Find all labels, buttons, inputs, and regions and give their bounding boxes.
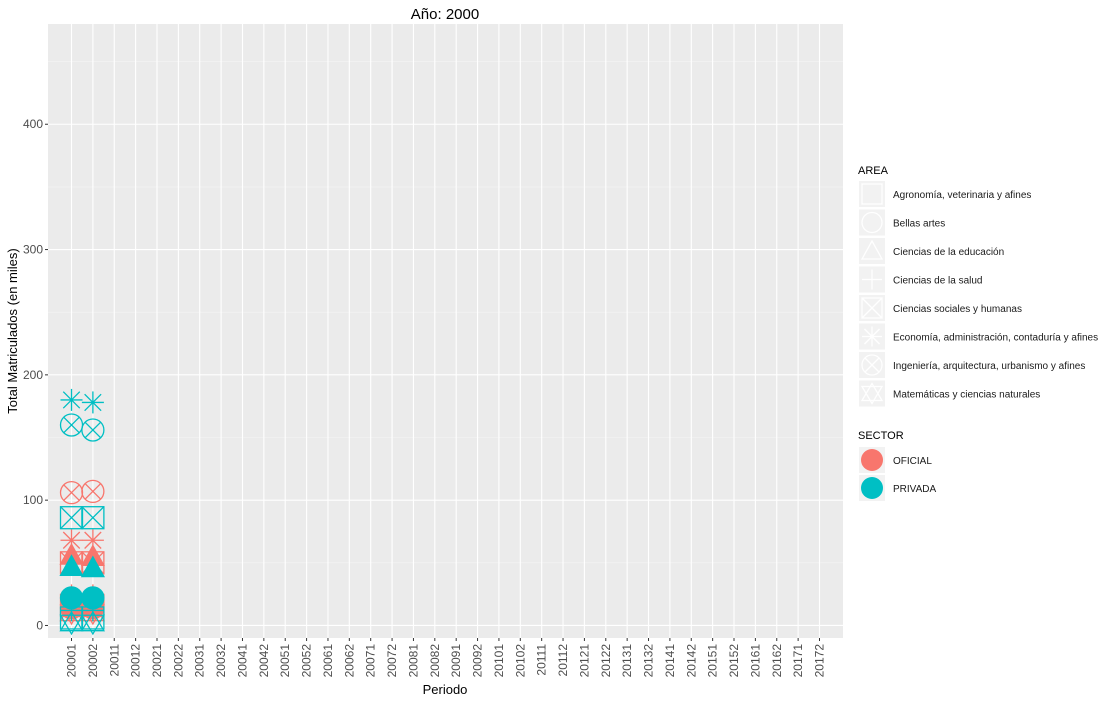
legend-label: PRIVADA [893,484,936,495]
x-tick-label: 20121 [577,644,591,678]
data-point [81,599,104,622]
legend-key [859,380,885,407]
y-tick-label: 200 [23,368,43,382]
x-tick-label: 20151 [706,644,720,678]
x-tick-label: 20161 [748,644,762,678]
x-tick-label: 20092 [471,644,485,678]
data-point [81,391,104,414]
data-point [81,418,105,442]
data-point [81,506,105,530]
data-point [81,529,104,552]
x-tick-label: 20162 [770,644,784,678]
data-point [59,554,84,577]
data-point [80,555,105,578]
x-tick-label: 20111 [535,644,549,676]
x-tick-label: 20102 [513,644,527,678]
legend-key [859,447,885,473]
legend-label: OFICIAL [893,456,932,467]
data-point [60,388,83,411]
legend-area-title: AREA [858,165,889,177]
x-tick-label: 20142 [684,644,698,678]
x-axis: 20001 20002 20011 20012 20021 20022 20031 20032… [65,638,826,678]
legend-sector-title: SECTOR [858,430,904,442]
x-tick-label: 20101 [492,644,506,678]
x-tick-label: 20132 [642,644,656,678]
x-tick-label: 20152 [727,644,741,678]
legend-label: Agronomía, veterinaria y afines [893,190,1031,201]
legend-key [859,475,885,501]
x-tick-label: 20081 [406,644,420,678]
legend-label: Matemáticas y ciencias naturales [893,390,1040,401]
x-tick-label: 20072 [385,644,399,678]
legend-key [859,352,885,378]
x-tick-label: 20141 [663,644,677,678]
legend-key [859,295,885,321]
legend-area: AREA Agronomía, veterinaria y afines Bell… [858,165,1098,407]
data-points [59,388,106,636]
legend-label: Ciencias de la salud [893,276,983,287]
x-tick-label: 20052 [300,644,314,678]
data-point [81,479,105,504]
chart-title: Año: 2000 [411,6,479,23]
x-tick-label: 20022 [171,644,185,678]
data-point [59,610,84,636]
x-tick-label: 20042 [257,644,271,678]
x-tick-label: 20062 [342,644,356,678]
y-axis-title: Total Matriculados (en miles) [5,248,20,413]
y-tick-label: 300 [23,243,43,257]
data-point [80,610,106,636]
x-tick-label: 20071 [364,644,378,678]
x-axis-title: Periodo [423,682,468,697]
y-tick-label: 0 [36,618,43,632]
x-tick-label: 20012 [129,644,143,678]
x-tick-label: 20122 [599,644,613,678]
x-tick-label: 20032 [214,644,228,678]
x-tick-label: 20091 [449,644,463,678]
data-point [81,606,105,630]
grid-lines [48,24,843,638]
x-tick-label: 20172 [812,644,826,678]
x-tick-label: 20001 [65,644,79,678]
legend-label: Ciencias sociales y humanas [893,304,1022,315]
x-tick-label: 20011 [107,644,121,677]
legend-key [859,238,885,264]
x-tick-label: 20131 [620,644,634,678]
x-tick-label: 20021 [150,644,164,678]
y-tick-label: 100 [23,493,43,507]
legend-key [859,181,885,207]
legend-key [859,209,885,236]
x-tick-label: 20082 [428,644,442,678]
panel-background [48,24,843,638]
legend-label: Bellas artes [893,219,945,230]
legend-key [859,266,885,293]
x-tick-label: 20051 [278,644,292,678]
x-tick-label: 20031 [193,644,207,678]
legend-key [859,323,885,350]
x-tick-label: 20061 [321,644,335,678]
x-tick-label: 20112 [556,644,570,677]
x-tick-label: 20041 [235,644,249,678]
legend-sector: SECTOR OFICIAL PRIVADA [858,430,936,501]
data-point [60,599,83,622]
legend-label: Ciencias de la educación [893,247,1004,258]
x-tick-label: 20002 [86,644,100,678]
legend-label: Economía, administración, contaduría y a… [893,333,1098,344]
x-tick-label: 20171 [791,644,805,678]
y-tick-label: 400 [23,117,43,131]
y-axis: 0 100 200 300 400 [23,117,48,632]
legend-label: Ingeniería, arquitectura, urbanismo y af… [893,361,1085,372]
